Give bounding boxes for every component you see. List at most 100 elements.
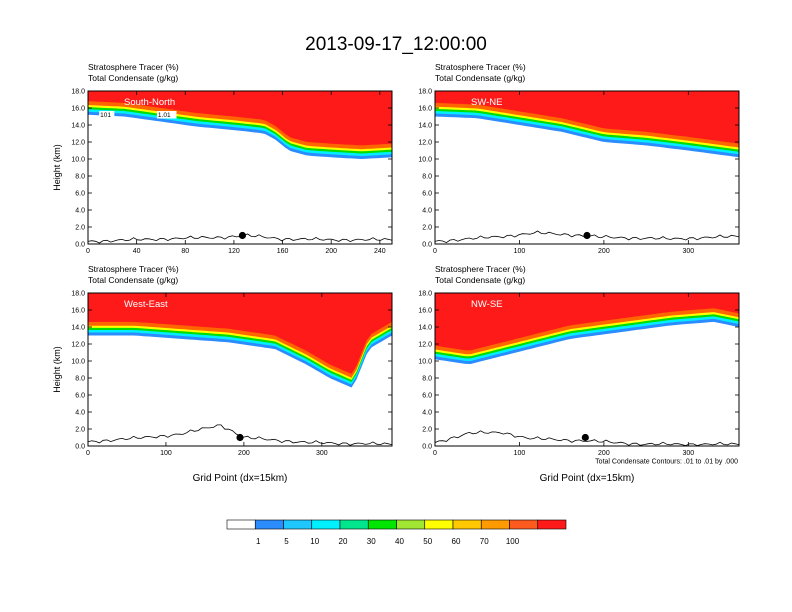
y-axis-label: Height (km) — [52, 144, 62, 191]
y-tick-label: 18.0 — [418, 291, 432, 298]
y-axis-label: Height (km) — [52, 346, 62, 393]
colorbar-cell — [396, 519, 426, 530]
location-marker — [238, 231, 247, 240]
y-tick-label: 0.0 — [75, 444, 85, 451]
y-tick-label: 4.0 — [422, 410, 432, 417]
y-tick-label: 8.0 — [422, 174, 432, 181]
y-tick-label: 12.0 — [71, 342, 85, 349]
plot-area — [435, 293, 739, 446]
x-tick-label: 200 — [598, 248, 610, 255]
tracer-band-100 — [88, 91, 392, 146]
x-tick-label: 100 — [514, 450, 526, 457]
panel-label: West-East — [124, 299, 168, 310]
y-tick-label: 8.0 — [75, 174, 85, 181]
y-tick-label: 2.0 — [422, 427, 432, 434]
x-tick-label: 100 — [160, 450, 172, 457]
x-tick-label: 240 — [374, 248, 386, 255]
x-tick-label: 100 — [514, 248, 526, 255]
y-tick-label: 14.0 — [418, 325, 432, 332]
x-tick-label: 160 — [277, 248, 289, 255]
colorbar-label: 20 — [339, 537, 348, 546]
panel-label: South-North — [124, 97, 175, 108]
y-tick-label: 12.0 — [418, 342, 432, 349]
location-marker — [581, 433, 589, 442]
x-tick-label: 80 — [181, 248, 189, 255]
plot-frame — [434, 292, 740, 447]
y-tick-label: 12.0 — [418, 140, 432, 147]
x-axis-label: Grid Point (dx=15km) — [540, 473, 635, 484]
panel-subtitle-condensate: Total Condensate (g/kg) — [435, 275, 525, 285]
colorbar-label: 5 — [284, 537, 289, 546]
y-tick-label: 4.0 — [75, 410, 85, 417]
y-tick-label: 0.0 — [422, 444, 432, 451]
y-tick-label: 14.0 — [418, 123, 432, 130]
y-tick-label: 6.0 — [422, 191, 432, 198]
x-tick-label: 40 — [133, 248, 141, 255]
plot-area — [435, 91, 739, 244]
y-tick-label: 4.0 — [422, 208, 432, 215]
figure-title: 2013-09-17_12:00:00 — [305, 34, 487, 55]
y-tick-label: 10.0 — [418, 359, 432, 366]
colorbar-label: 40 — [395, 537, 404, 546]
location-marker — [583, 231, 591, 240]
tracer-band-100 — [435, 293, 739, 351]
x-tick-label: 300 — [682, 450, 694, 457]
y-tick-label: 6.0 — [75, 393, 85, 400]
contour-note: Total Condensate Contours: .01 to .01 by… — [595, 459, 738, 466]
y-tick-label: 18.0 — [418, 89, 432, 96]
x-tick-label: 200 — [238, 450, 250, 457]
panel-label: NW-SE — [471, 299, 503, 310]
y-tick-label: 8.0 — [422, 376, 432, 383]
x-tick-label: 120 — [228, 248, 240, 255]
panel-west-east: Stratosphere Tracer (%)Total Condensate … — [52, 264, 393, 484]
colorbar-cell — [367, 519, 397, 530]
y-tick-label: 10.0 — [418, 157, 432, 164]
colorbar-cell — [339, 519, 369, 530]
panel-subtitle-tracer: Stratosphere Tracer (%) — [435, 264, 526, 274]
y-tick-label: 2.0 — [75, 427, 85, 434]
colorbar-cell — [509, 519, 539, 530]
y-tick-label: 6.0 — [422, 393, 432, 400]
colorbar-cell — [311, 519, 341, 530]
y-tick-label: 18.0 — [71, 89, 85, 96]
colorbar-cell — [283, 519, 313, 530]
location-marker — [236, 433, 244, 442]
y-tick-label: 6.0 — [75, 191, 85, 198]
x-tick-label: 300 — [682, 248, 694, 255]
x-tick-label: 200 — [598, 450, 610, 457]
panel-label: SW-NE — [471, 97, 503, 108]
x-tick-label: 0 — [433, 450, 437, 457]
x-axis-label: Grid Point (dx=15km) — [193, 473, 288, 484]
panel-subtitle-tracer: Stratosphere Tracer (%) — [88, 264, 179, 274]
colorbar-label: 10 — [310, 537, 319, 546]
y-tick-label: 2.0 — [422, 225, 432, 232]
y-tick-label: 10.0 — [71, 157, 85, 164]
y-tick-label: 16.0 — [71, 308, 85, 315]
x-tick-label: 0 — [433, 248, 437, 255]
colorbar-cell — [537, 519, 567, 530]
x-tick-label: 0 — [86, 450, 90, 457]
colorbar-cell — [424, 519, 454, 530]
colorbar-label: 30 — [367, 537, 376, 546]
y-tick-label: 18.0 — [71, 291, 85, 298]
panel-subtitle-condensate: Total Condensate (g/kg) — [88, 73, 178, 83]
y-tick-label: 16.0 — [418, 308, 432, 315]
y-tick-label: 14.0 — [71, 325, 85, 332]
panel-subtitle-tracer: Stratosphere Tracer (%) — [435, 62, 526, 72]
panel-subtitle-condensate: Total Condensate (g/kg) — [88, 275, 178, 285]
plot-frame — [434, 90, 740, 245]
panel-nw-se: Stratosphere Tracer (%)Total Condensate … — [418, 264, 740, 484]
y-tick-label: 8.0 — [75, 376, 85, 383]
panel-subtitle-tracer: Stratosphere Tracer (%) — [88, 62, 179, 72]
colorbar: 1 5 10 20 30 40 50 60 70 100 — [226, 519, 567, 546]
y-tick-label: 4.0 — [75, 208, 85, 215]
plot-area: 101 1.01 — [88, 91, 392, 244]
contour-label: 101 — [100, 112, 111, 119]
y-tick-label: 16.0 — [418, 106, 432, 113]
y-tick-label: 16.0 — [71, 106, 85, 113]
colorbar-label: 60 — [452, 537, 461, 546]
panel-sw-ne: Stratosphere Tracer (%)Total Condensate … — [418, 62, 740, 255]
colorbar-cell — [226, 519, 256, 530]
x-tick-label: 200 — [325, 248, 337, 255]
